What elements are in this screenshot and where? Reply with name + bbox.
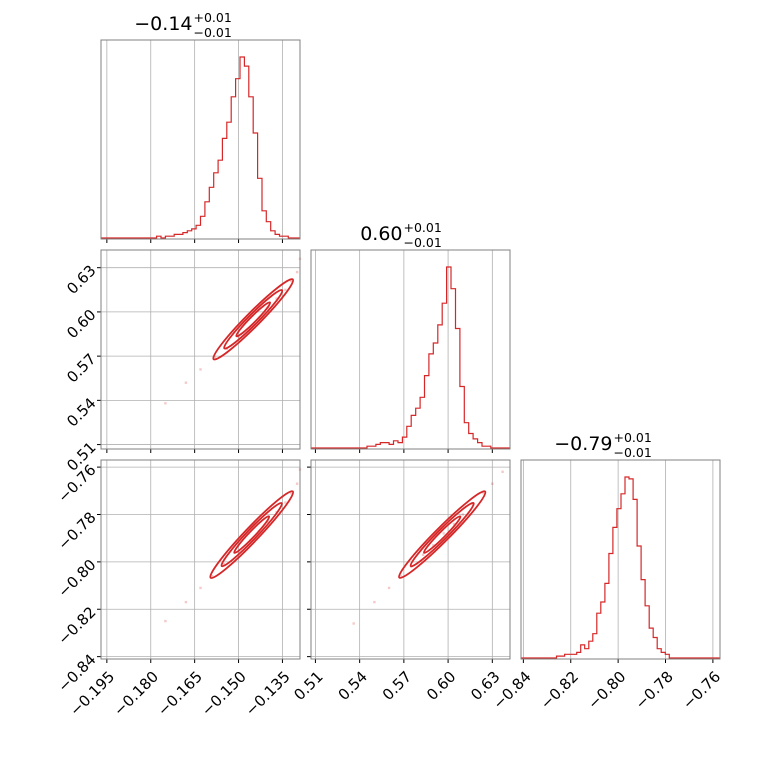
sample-point — [432, 544, 435, 547]
axes-frame — [310, 249, 511, 450]
sample-point — [442, 532, 445, 535]
param-title-value: −0.14 — [134, 13, 192, 35]
sample-point — [275, 297, 278, 300]
sample-point — [352, 622, 355, 625]
sample-point — [482, 492, 485, 495]
histogram-series — [311, 266, 510, 449]
param-title-value: 0.60 — [360, 223, 402, 245]
sample-point — [452, 522, 456, 526]
histogram-series — [521, 476, 720, 659]
sample-point — [491, 482, 494, 485]
x-tick-label: −0.76 — [679, 668, 724, 713]
x-tick-label: −0.135 — [242, 668, 294, 720]
param-title-minus: −0.01 — [404, 235, 442, 250]
x-tick-label: 0.51 — [290, 668, 326, 704]
sample-point — [211, 574, 214, 578]
contour-level — [220, 502, 283, 568]
sample-point — [164, 402, 167, 405]
sample-point — [237, 335, 240, 339]
x-tick-label: −0.82 — [537, 668, 582, 713]
sample-point — [290, 279, 293, 283]
y-tick-label: −0.78 — [54, 508, 99, 553]
x-tick-label: 0.54 — [335, 668, 371, 704]
sample-point — [199, 586, 202, 590]
sample-point — [284, 501, 287, 504]
sample-point — [237, 551, 240, 554]
sample-point — [387, 586, 391, 590]
y-tick-label: −0.82 — [54, 603, 99, 648]
sample-point — [184, 381, 188, 384]
y-tick-label: 0.54 — [63, 394, 99, 430]
x-tick-label: −0.165 — [154, 668, 206, 720]
y-tick-label: 0.57 — [63, 350, 99, 386]
scatter-panel-2-3 — [307, 459, 511, 663]
sample-point — [295, 270, 299, 274]
sample-point — [222, 563, 226, 566]
contour-level — [398, 490, 487, 579]
sample-point — [199, 368, 202, 371]
param-title-minus: −0.01 — [614, 445, 652, 460]
y-tick-label: 0.63 — [63, 262, 99, 298]
y-tick-labels-3: −0.84−0.82−0.80−0.78−0.76 — [54, 461, 99, 696]
contour-level — [233, 515, 271, 554]
contour-level — [423, 515, 462, 554]
contour-level — [409, 501, 475, 568]
x-tick-label: −0.78 — [632, 668, 677, 713]
x-tick-label: 0.60 — [423, 668, 459, 704]
sample-point — [184, 600, 188, 604]
axes-frame — [520, 459, 721, 660]
axes-frame — [100, 39, 301, 240]
contour-level — [212, 278, 295, 361]
contour-level — [235, 301, 272, 338]
sample-point — [501, 470, 504, 473]
sample-point — [284, 288, 287, 291]
x-tick-labels-1: −0.195−0.180−0.165−0.150−0.135 — [66, 668, 294, 720]
histogram-series — [101, 56, 300, 239]
param-title-plus: +0.01 — [614, 430, 652, 445]
x-tick-label: 0.57 — [379, 668, 415, 704]
param-title-plus: +0.01 — [404, 220, 442, 235]
y-tick-label: 0.60 — [63, 306, 99, 342]
x-tick-label: −0.150 — [198, 668, 250, 720]
axes-frame — [100, 249, 301, 450]
param-title-plus: +0.01 — [194, 10, 232, 25]
x-tick-label: −0.180 — [110, 668, 162, 720]
axes-frame — [310, 459, 511, 660]
x-tick-labels-3: −0.84 −0.82 −0.80 −0.78 −0.76 — [489, 668, 724, 713]
scatter-panel-1-3 — [97, 459, 302, 663]
axes-frame — [100, 459, 301, 660]
x-tick-labels-2: 0.51 0.54 0.57 0.60 0.63 — [290, 668, 503, 704]
hist-panel-2: 0.60 +0.01−0.01 — [310, 220, 511, 453]
sample-point — [213, 356, 217, 359]
param-title-value: −0.79 — [554, 433, 612, 455]
hist-panel-1: −0.14 +0.01−0.01 — [100, 10, 301, 243]
sample-point — [461, 513, 464, 516]
sample-point — [373, 600, 376, 604]
sample-point — [295, 482, 299, 485]
sample-point — [164, 619, 167, 623]
contour-level — [209, 490, 295, 579]
hist-panel-3: −0.79 +0.01−0.01 — [520, 430, 721, 663]
contour-level — [223, 289, 284, 350]
y-tick-label: −0.80 — [54, 556, 99, 601]
sample-point — [290, 492, 293, 495]
sample-point — [399, 574, 403, 578]
x-tick-label: −0.80 — [584, 668, 629, 713]
y-tick-labels-2: 0.510.540.570.600.63 — [63, 262, 99, 475]
sample-point — [421, 553, 425, 556]
scatter-panel-1-2 — [97, 249, 302, 453]
param-title-minus: −0.01 — [194, 25, 232, 40]
